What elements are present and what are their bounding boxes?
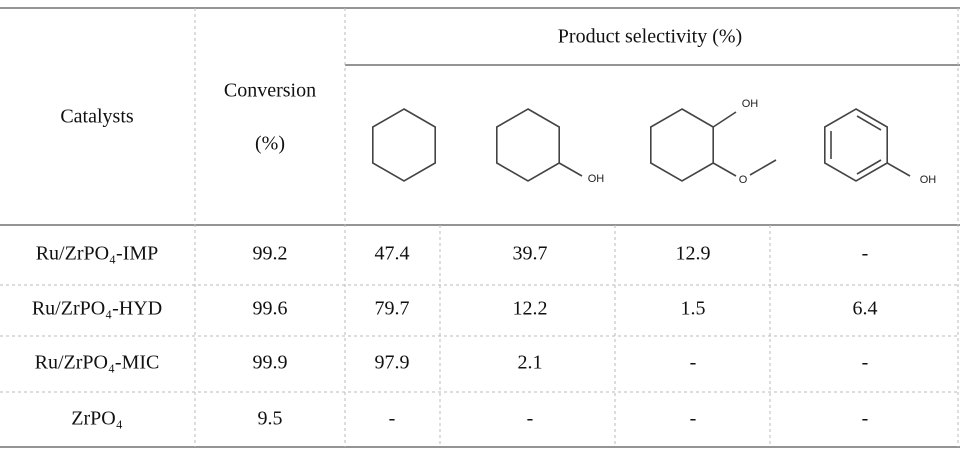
selectivity-cell: 12.2 [513,298,548,320]
conversion-cell: 99.9 [253,352,288,374]
selectivity-cell: 12.9 [676,243,711,265]
structure-label: OH [742,98,759,110]
structure-label: O [739,174,748,186]
selectivity-cell: 97.9 [375,352,410,374]
catalyst-cell: Ru/ZrPO₄-HYD [32,298,162,320]
selectivity-cell: 2.1 [518,352,543,374]
selectivity-cell: - [389,408,396,430]
conversion-cell: 99.2 [253,243,288,265]
selectivity-cell: 39.7 [513,243,548,265]
selectivity-cell: - [862,243,869,265]
header-selectivity: Product selectivity (%) [558,26,742,48]
conversion-cell: 9.5 [258,408,283,430]
cyclohexane [371,108,437,182]
selectivity-cell: 47.4 [375,243,410,265]
cyclohexanol: OH [495,108,605,185]
header-catalysts: Catalysts [60,106,134,128]
selectivity-cell: - [862,408,869,430]
methoxycyclohexanol: OH O [649,98,777,186]
selectivity-cell: - [690,408,697,430]
catalyst-cell: ZrPO₄ [71,408,122,430]
catalyst-cell: Ru/ZrPO₄-MIC [35,352,160,374]
structure-label: OH [920,174,937,186]
header-conversion: Conversion [224,80,316,102]
selectivity-cell: - [527,408,534,430]
catalyst-cell: Ru/ZrPO₄-IMP [36,243,159,265]
conversion-cell: 99.6 [253,298,288,320]
selectivity-cell: 1.5 [681,298,706,320]
selectivity-cell: 6.4 [853,298,878,320]
header-conversion-unit: (%) [255,133,285,155]
selectivity-cell: 79.7 [375,298,410,320]
selectivity-cell: - [862,352,869,374]
structure-label: OH [588,173,605,185]
phenol: OH [823,108,937,186]
selectivity-cell: - [690,352,697,374]
